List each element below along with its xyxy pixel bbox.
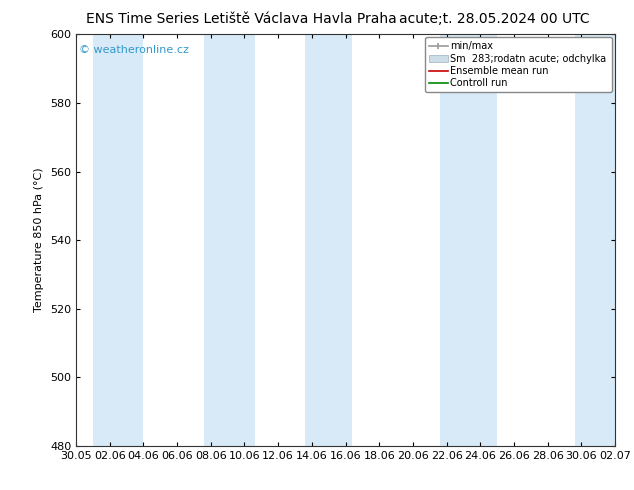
Text: © weatheronline.cz: © weatheronline.cz: [79, 45, 189, 54]
Text: acute;t. 28.05.2024 00 UTC: acute;t. 28.05.2024 00 UTC: [399, 12, 590, 26]
Y-axis label: Temperature 850 hPa (°C): Temperature 850 hPa (°C): [34, 168, 44, 313]
Bar: [574, 34, 632, 446]
Bar: [204, 34, 255, 446]
Legend: min/max, Sm  283;rodatn acute; odchylka, Ensemble mean run, Controll run: min/max, Sm 283;rodatn acute; odchylka, …: [425, 37, 612, 92]
Bar: [440, 34, 497, 446]
Text: ENS Time Series Letiště Václava Havla Praha: ENS Time Series Letiště Václava Havla Pr…: [86, 12, 396, 26]
Bar: [305, 34, 353, 446]
Bar: [93, 34, 143, 446]
